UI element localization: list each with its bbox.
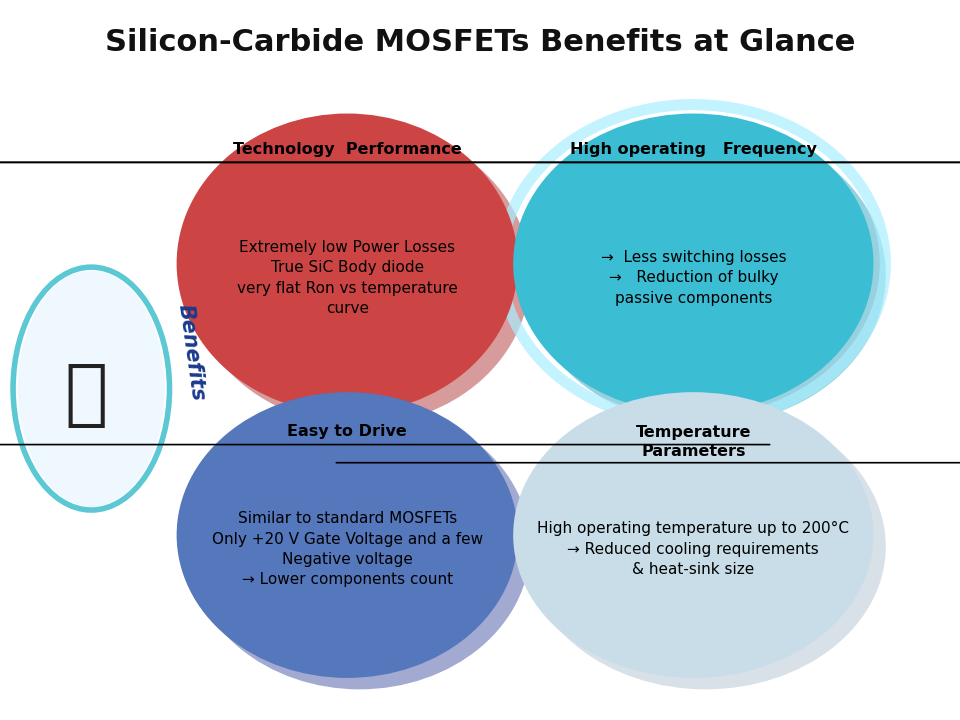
Text: Similar to standard MOSFETs
Only +20 V Gate Voltage and a few
Negative voltage
→: Similar to standard MOSFETs Only +20 V G… [212,511,483,588]
Text: High operating   Frequency: High operating Frequency [570,142,817,157]
Text: Extremely low Power Losses
True SiC Body diode
very flat Ron vs temperature
curv: Extremely low Power Losses True SiC Body… [237,240,458,316]
Ellipse shape [525,125,886,425]
Text: 👍: 👍 [65,361,108,431]
Ellipse shape [177,114,518,413]
Text: Benefits: Benefits [174,303,207,402]
Text: Technology  Performance: Technology Performance [233,142,462,157]
Text: High operating temperature up to 200°C
→ Reduced cooling requirements
& heat-sin: High operating temperature up to 200°C →… [538,521,850,577]
Ellipse shape [189,404,530,689]
Ellipse shape [525,404,886,689]
Ellipse shape [189,125,530,425]
Ellipse shape [514,114,874,413]
Ellipse shape [18,271,165,506]
Text: Temperature
Parameters: Temperature Parameters [636,426,751,459]
Ellipse shape [177,392,518,678]
Text: →  Less switching losses
→   Reduction of bulky
passive components: → Less switching losses → Reduction of b… [601,250,786,306]
Ellipse shape [514,392,874,678]
Text: Easy to Drive: Easy to Drive [287,424,407,439]
Text: Silicon-Carbide MOSFETs Benefits at Glance: Silicon-Carbide MOSFETs Benefits at Glan… [105,27,855,57]
